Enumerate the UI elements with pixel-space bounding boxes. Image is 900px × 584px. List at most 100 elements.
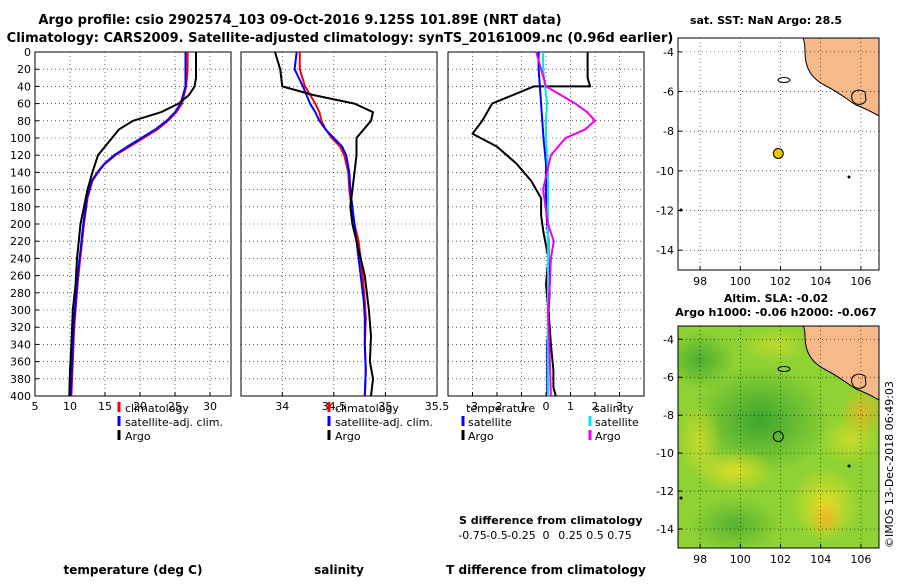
salinity-difference-ticks: -0.75 -0.5 -0.25 0 0.25 0.5 0.75 — [458, 529, 631, 542]
temperature-lines — [68, 52, 197, 397]
series-line-satellite-adj-clim- — [293, 51, 367, 397]
temperature-x-ticks: 5 10 15 20 25 30 — [32, 392, 217, 413]
s-tick-label: -0.5 — [486, 529, 507, 542]
salinity-plot-frame — [240, 51, 438, 397]
small-island-marker — [847, 175, 851, 179]
legend-satellite-label: satellite-adj. clim. — [125, 416, 223, 429]
legend-salinity-title: salinity — [594, 402, 634, 415]
series-line-s-satellite — [542, 52, 549, 396]
map-bottom-title-2: Argo h1000: -0.06 h2000: -0.067 — [675, 306, 876, 319]
sla-peak-anomaly — [807, 500, 843, 536]
temperature-plot-frame — [34, 51, 232, 397]
temperature-legend: climatology satellite-adj. clim. Argo — [117, 402, 223, 443]
salinity-panel: 34 34.5 35 35.5 salinity climatology satell… — [240, 51, 450, 577]
y-tick-label: 300 — [10, 304, 31, 317]
sla-high-anomaly — [820, 415, 879, 465]
map-lat-tick-label: -4 — [663, 333, 674, 346]
legend-argo-label: Argo — [125, 430, 151, 443]
x-tick-label: -3 — [467, 400, 478, 413]
map-lat-tick-label: -10 — [656, 447, 674, 460]
map-lat-tick-label: -12 — [656, 205, 674, 218]
map-bottom-title-1: Altim. SLA: -0.02 — [724, 292, 828, 305]
enggano-island — [777, 77, 791, 83]
temperature-panel: 5 10 15 20 25 30 0 20 40 60 80 100 120 140 160 180 200 2… — [10, 46, 452, 577]
map-top-title: sat. SST: NaN Argo: 28.5 — [690, 14, 842, 27]
argo-float-marker — [772, 431, 784, 443]
x-tick-label: 3 — [616, 400, 623, 413]
salinity-legend: climatology satellite-adj. clim. Argo — [327, 402, 433, 443]
y-tick-label: 40 — [17, 80, 31, 93]
map-lat-tick-label: -6 — [663, 371, 674, 384]
difference-x-label: T difference from climatology — [446, 563, 646, 577]
series-line-satellite-adj-clim- — [69, 52, 187, 397]
small-island-marker — [679, 496, 683, 500]
x-tick-label: 0 — [543, 400, 550, 413]
y-tick-label: 200 — [10, 218, 31, 231]
series-line-argo — [274, 51, 374, 397]
island-land — [851, 89, 867, 105]
legend-t-argo-label: Argo — [468, 430, 494, 443]
y-tick-label: 140 — [10, 166, 31, 179]
legend-climatology-label: climatology — [125, 402, 189, 415]
island-land — [851, 373, 867, 389]
series-line-argo — [68, 52, 197, 397]
map-lon-tick-label: 104 — [810, 553, 831, 566]
s-tick-label: -0.25 — [507, 529, 535, 542]
y-tick-label: 180 — [10, 201, 31, 214]
series-line-t-argo — [471, 52, 592, 397]
y-tick-label: 20 — [17, 63, 31, 76]
sla-high-anomaly — [740, 327, 810, 363]
y-tick-label: 60 — [17, 98, 31, 111]
map-lat-tick-label: -10 — [656, 165, 674, 178]
sst-map: 98 100 102 104 106 -4 -6 -8 -10 -12 -14 — [656, 37, 880, 288]
map-lon-tick-label: 102 — [770, 275, 791, 288]
small-island-marker — [847, 464, 851, 468]
map-lon-tick-label: 100 — [730, 553, 751, 566]
x-tick-label: 25 — [168, 400, 182, 413]
map-lat-tick-label: -6 — [663, 86, 674, 99]
enggano-island — [777, 366, 791, 372]
x-tick-label: 2 — [592, 400, 599, 413]
y-tick-label: 380 — [10, 373, 31, 386]
argo-float-marker — [772, 148, 784, 160]
map-lat-tick-label: -8 — [663, 409, 674, 422]
s-tick-label: 0 — [543, 529, 550, 542]
legend-argo-label: Argo — [335, 430, 361, 443]
x-tick-label: 35 — [378, 400, 392, 413]
y-tick-label: 160 — [10, 184, 31, 197]
series-line-s-argo — [535, 51, 596, 397]
x-tick-label: -2 — [492, 400, 503, 413]
s-tick-label: -0.75 — [458, 529, 486, 542]
map-lon-tick-label: 98 — [693, 275, 707, 288]
title-line-2: Climatology: CARS2009. Satellite-adjuste… — [7, 31, 674, 46]
difference-legend: temperature satellite Argo salinity sate… — [461, 402, 639, 443]
map-lat-tick-label: -14 — [656, 523, 674, 536]
map-lat-tick-label: -12 — [656, 485, 674, 498]
x-tick-label: 1 — [567, 400, 574, 413]
x-tick-label: 34 — [275, 400, 289, 413]
map-lon-tick-label: 106 — [850, 275, 871, 288]
map-lat-tick-label: -4 — [663, 46, 674, 59]
map-lon-tick-label: 106 — [850, 553, 871, 566]
y-tick-label: 400 — [10, 390, 31, 403]
y-tick-label: 80 — [17, 115, 31, 128]
y-tick-label: 320 — [10, 321, 31, 334]
x-tick-label: 15 — [98, 400, 112, 413]
title-line-1: Argo profile: csio 2902574_103 09-Oct-20… — [38, 13, 561, 28]
legend-s-argo-label: Argo — [595, 430, 621, 443]
x-tick-label: 30 — [203, 400, 217, 413]
temperature-grid — [34, 51, 231, 397]
sla-low-anomaly — [678, 330, 735, 390]
x-tick-label: 35.5 — [425, 400, 450, 413]
map-lat-tick-label: -8 — [663, 125, 674, 138]
legend-s-satellite-label: satellite — [595, 416, 639, 429]
y-tick-label: 120 — [10, 149, 31, 162]
map-lon-tick-label: 102 — [770, 553, 791, 566]
x-tick-label: 20 — [133, 400, 147, 413]
sla-map-frame — [677, 325, 880, 549]
small-island-marker — [679, 208, 683, 212]
depth-y-ticks: 0 20 40 60 80 100 120 140 160 180 200 220 240 260 280 3… — [10, 46, 452, 403]
x-tick-label: -1 — [516, 400, 527, 413]
sla-low-anomaly — [690, 365, 830, 475]
